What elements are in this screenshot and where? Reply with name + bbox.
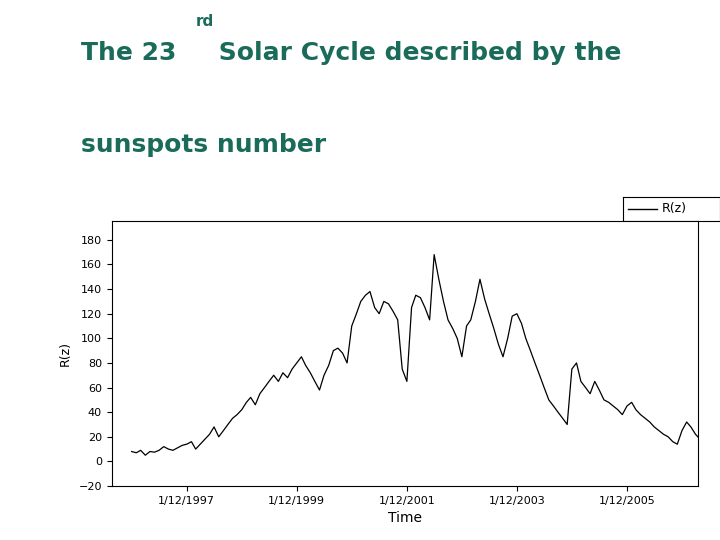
Text: Solar Cycle described by the: Solar Cycle described by the bbox=[210, 41, 622, 65]
X-axis label: Time: Time bbox=[388, 511, 422, 525]
Text: R(z): R(z) bbox=[662, 202, 687, 215]
Text: The 23: The 23 bbox=[81, 41, 177, 65]
Text: sunspots number: sunspots number bbox=[81, 133, 327, 157]
Y-axis label: R(z): R(z) bbox=[58, 341, 71, 366]
Text: rd: rd bbox=[195, 15, 214, 29]
